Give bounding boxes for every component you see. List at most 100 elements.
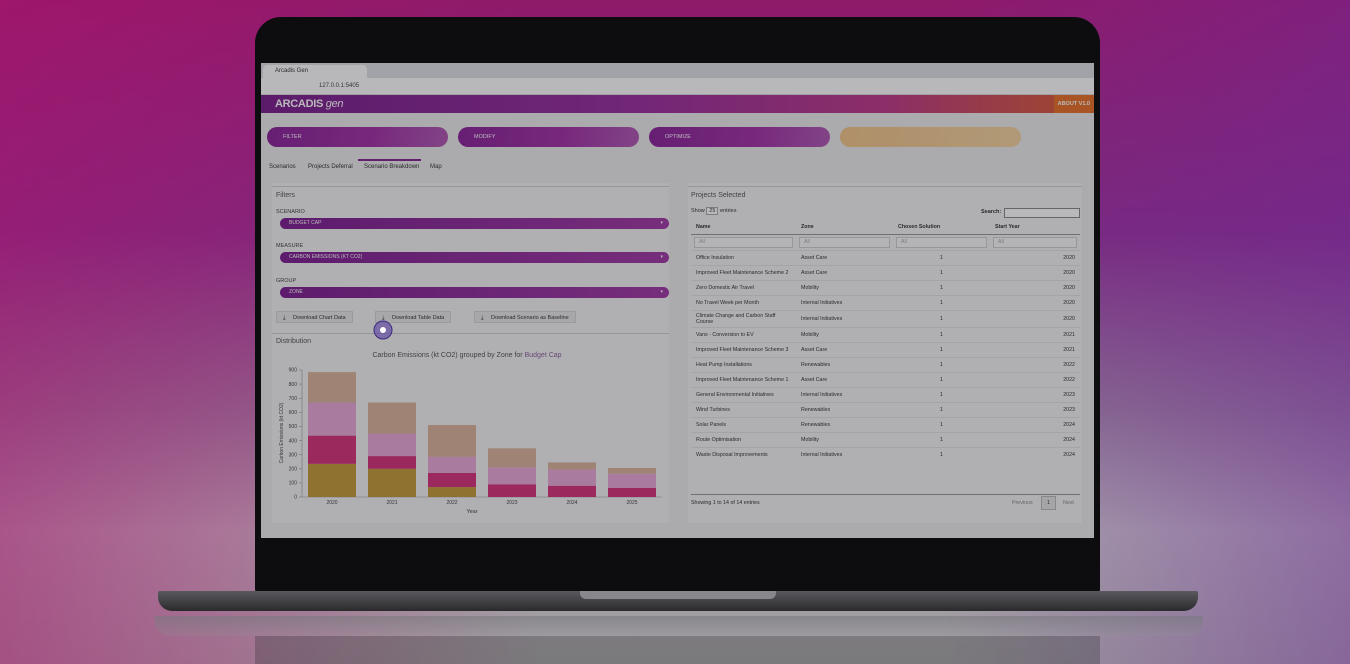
filter-cell: All xyxy=(893,235,990,251)
table-row: General Environmental Initiatives Interna… xyxy=(691,387,1080,403)
column-filter[interactable]: All xyxy=(896,237,987,248)
app-header: ARCADIS gen ABOUT V1.0 xyxy=(261,95,1094,113)
dropdown[interactable]: ZONE xyxy=(280,287,669,298)
table-cell: 1 xyxy=(893,295,990,311)
bar-segment xyxy=(608,468,656,474)
x-tick-label: 2025 xyxy=(626,500,637,506)
page-length-select[interactable]: 25 xyxy=(706,207,719,215)
logo[interactable]: ARCADIS gen xyxy=(275,98,344,110)
table-cell: 1 xyxy=(893,432,990,448)
download-button[interactable]: Download Table Data xyxy=(375,311,452,324)
table-cell: No Travel Week per Month xyxy=(691,295,796,311)
pagination-next[interactable]: Next xyxy=(1063,500,1074,506)
table-cell: Mobility xyxy=(796,280,893,296)
column-header[interactable]: Chosen Solution xyxy=(893,220,990,235)
column-filter[interactable]: All xyxy=(993,237,1077,248)
bar-segment xyxy=(428,473,476,488)
action-button[interactable]: FILTER xyxy=(267,127,448,147)
x-tick-label: 2023 xyxy=(506,500,517,506)
table-row: Waste Disposal Improvements Internal Init… xyxy=(691,447,1080,462)
bar-segment xyxy=(308,402,356,436)
y-tick-label: 800 xyxy=(289,382,298,388)
table-cell: Internal Initiatives xyxy=(796,310,893,328)
bar-segment xyxy=(488,448,536,468)
table-cell: Zero Domestic Air Travel xyxy=(691,280,796,296)
search-label: Search: xyxy=(981,209,1002,215)
table-info: Showing 1 to 14 of 14 entries xyxy=(691,500,760,506)
search-input[interactable] xyxy=(1004,208,1080,218)
table-cell: 1 xyxy=(893,327,990,343)
table-cell: 1 xyxy=(893,357,990,373)
table-cell: Mobility xyxy=(796,327,893,343)
section-title: Filters xyxy=(276,192,296,199)
download-button[interactable]: Download Chart Data xyxy=(276,311,353,324)
y-tick-label: 500 xyxy=(289,424,298,430)
table-cell: 2021 xyxy=(990,342,1080,358)
table-row: Climate Change and Carbon Staff Course In… xyxy=(691,310,1080,328)
laptop-reflection xyxy=(255,636,1100,664)
url[interactable]: 127.0.0.1:5405 xyxy=(319,83,360,89)
nav-tab[interactable]: Projects Deferral xyxy=(308,164,353,170)
logo-text: ARCADIS xyxy=(275,98,324,110)
y-tick-label: 900 xyxy=(289,368,298,374)
pagination-page[interactable]: 1 xyxy=(1041,496,1056,510)
browser-tab[interactable]: Arcadis Gen xyxy=(263,65,367,78)
table-cell: General Environmental Initiatives xyxy=(691,387,796,403)
table-cell: Renewables xyxy=(796,402,893,418)
bar-segment xyxy=(428,487,476,497)
bar-segment xyxy=(368,456,416,469)
nav-tab[interactable]: Map xyxy=(430,164,442,170)
table-cell: Climate Change and Carbon Staff Course xyxy=(691,310,796,328)
filter-row: All All All All xyxy=(691,235,1080,251)
about-button[interactable]: ABOUT V1.0 xyxy=(1053,95,1094,113)
bar-segment xyxy=(308,435,356,464)
table-cell: 1 xyxy=(893,387,990,403)
active-tab-indicator xyxy=(358,159,421,161)
table-cell: 2020 xyxy=(990,265,1080,281)
table-cell: 1 xyxy=(893,342,990,358)
bar-segment xyxy=(548,485,596,497)
divider xyxy=(691,494,1080,495)
column-filter[interactable]: All xyxy=(694,237,793,248)
table-cell: Heat Pump Installations xyxy=(691,357,796,373)
pagination-previous[interactable]: Previous xyxy=(1012,500,1033,506)
chart-title: Carbon Emissions (kt CO2) grouped by Zon… xyxy=(372,352,561,359)
y-tick-label: 600 xyxy=(289,410,298,416)
action-button[interactable]: OPTIMIZE xyxy=(649,127,830,147)
action-button[interactable]: MODIFY xyxy=(458,127,639,147)
section-title: Projects Selected xyxy=(691,192,746,199)
filter-cell: All xyxy=(990,235,1080,251)
logo-suffix: gen xyxy=(325,98,344,110)
address-bar[interactable]: 127.0.0.1:5405 xyxy=(261,78,1094,95)
column-header[interactable]: Start Year xyxy=(990,220,1080,235)
table-row: Wind Turbines Renewables 1 2023 xyxy=(691,402,1080,418)
table-cell: 1 xyxy=(893,280,990,296)
bar-segment xyxy=(368,433,416,457)
nav-tab[interactable]: Scenario Breakdown xyxy=(364,164,420,170)
column-header[interactable]: Name xyxy=(691,220,796,235)
table-cell: Route Optimisation xyxy=(691,432,796,448)
dropdown[interactable]: BUDGET CAP xyxy=(280,218,669,229)
divider xyxy=(688,186,1082,187)
dropdown[interactable]: CARBON EMISSIONS (KT CO2) xyxy=(280,252,669,263)
action-button[interactable] xyxy=(840,127,1021,147)
table-row: No Travel Week per Month Internal Initiat… xyxy=(691,295,1080,311)
field-label: MEASURE xyxy=(276,243,304,249)
column-filter[interactable]: All xyxy=(799,237,890,248)
bar-segment xyxy=(608,473,656,488)
table-cell: 2022 xyxy=(990,357,1080,373)
nav-tab[interactable]: Scenarios xyxy=(269,164,296,170)
table-cell: Asset Care xyxy=(796,342,893,358)
show-label: Show xyxy=(691,208,705,214)
bar-segment xyxy=(308,463,356,497)
table-cell: Internal Initiatives xyxy=(796,387,893,403)
table-cell: 2023 xyxy=(990,402,1080,418)
column-header[interactable]: Zone xyxy=(796,220,893,235)
table-cell: Improved Fleet Maintenance Scheme 1 xyxy=(691,372,796,388)
y-tick-label: 200 xyxy=(289,466,298,472)
table-row: Zero Domestic Air Travel Mobility 1 2020 xyxy=(691,280,1080,296)
table-row: Route Optimisation Mobility 1 2024 xyxy=(691,432,1080,448)
download-button[interactable]: Download Scenario as Baseline xyxy=(474,311,576,324)
table-cell: 2020 xyxy=(990,295,1080,311)
bar-segment xyxy=(308,372,356,403)
